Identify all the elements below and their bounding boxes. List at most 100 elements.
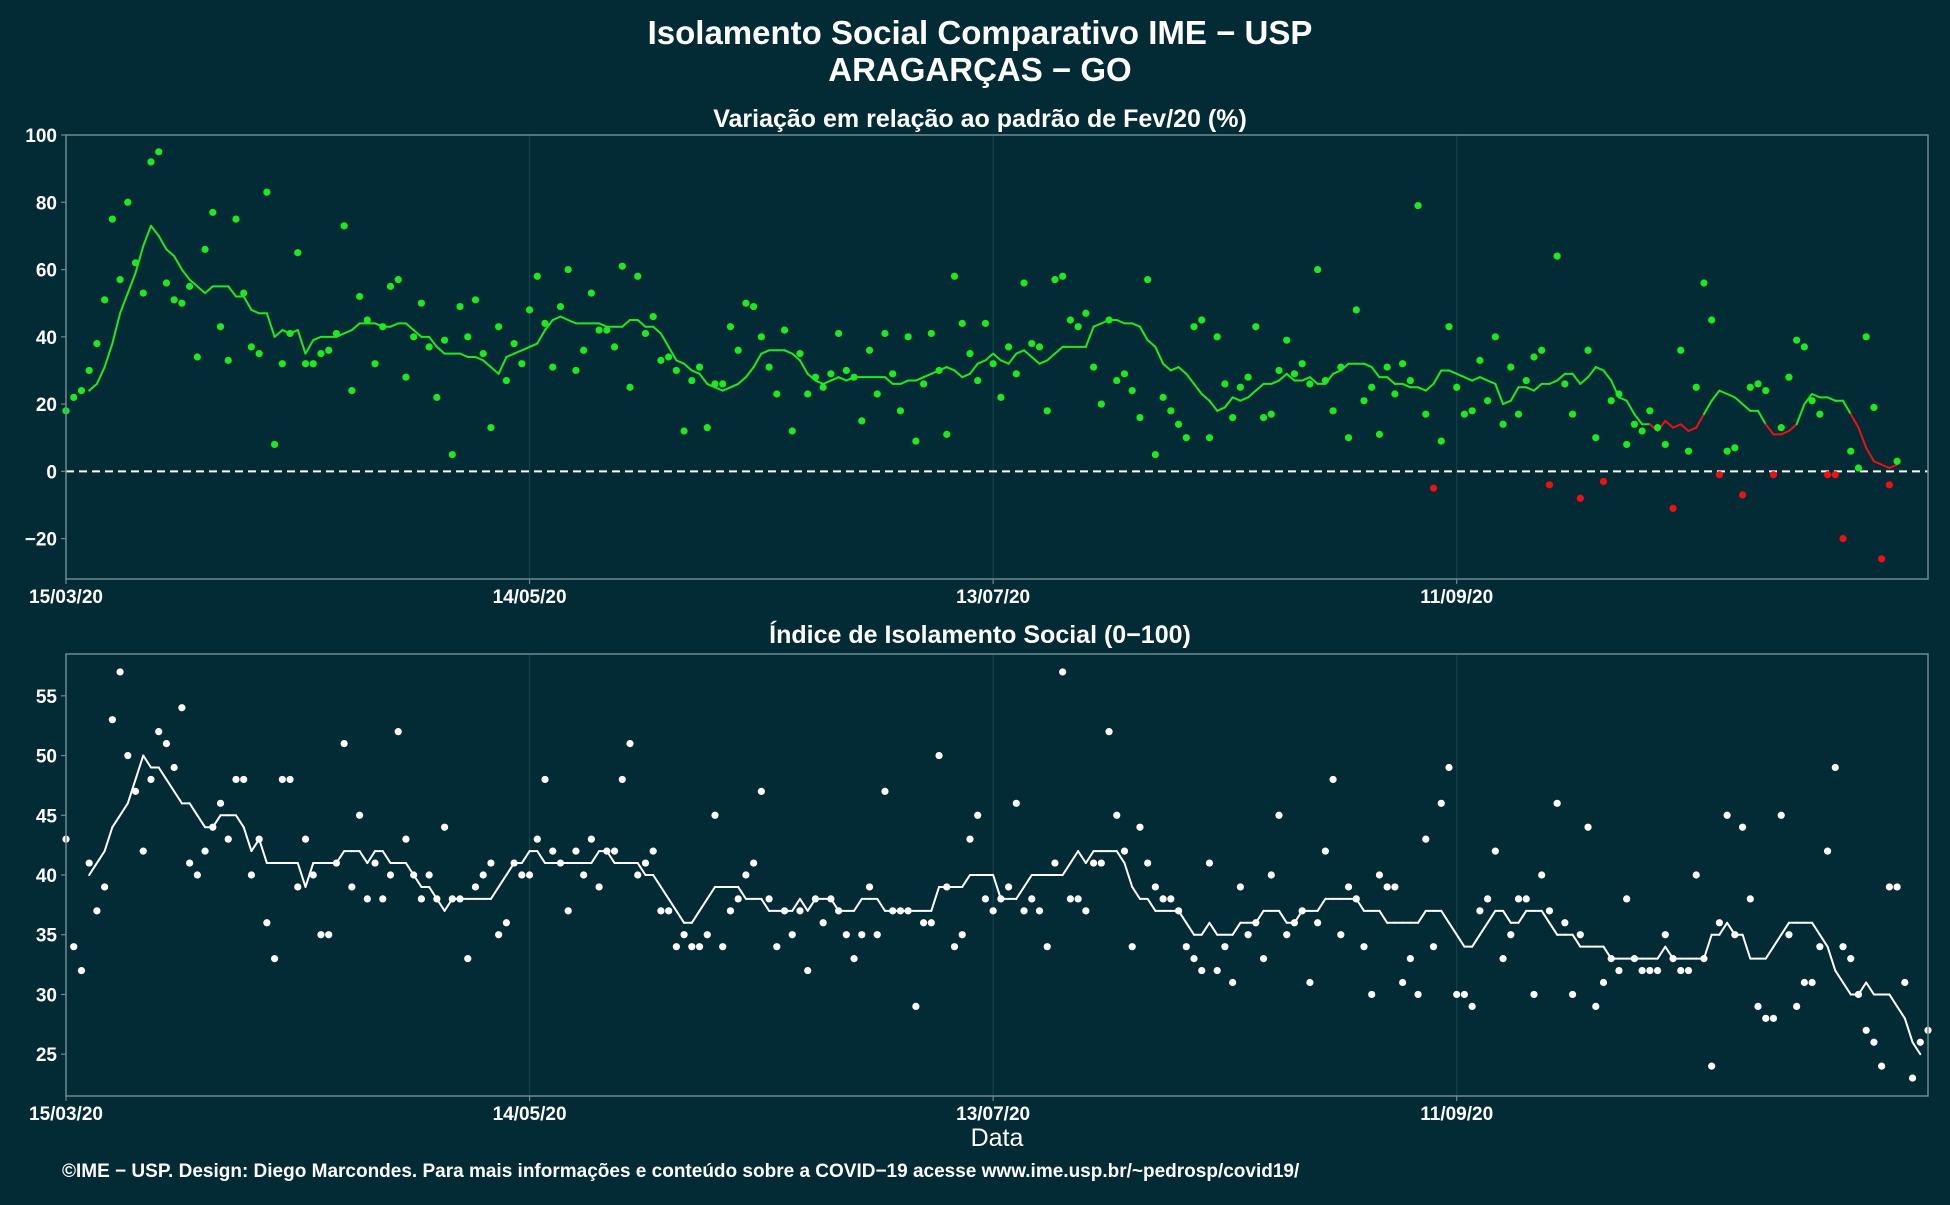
variation-data-point <box>1391 390 1399 398</box>
variation-panel-title: Variação em relação ao padrão de Fev/20 … <box>713 105 1247 133</box>
variation-moving-average-segment <box>1865 446 1875 463</box>
index-data-point <box>170 763 178 772</box>
index-data-point <box>1182 943 1190 951</box>
variation-data-point <box>1167 407 1175 415</box>
variation-data-point <box>943 430 951 438</box>
variation-data-point <box>348 387 356 395</box>
variation-data-point <box>139 289 147 297</box>
variation-moving-average-segment <box>1509 386 1520 402</box>
variation-data-point <box>1746 383 1754 391</box>
variation-moving-average-segment <box>1177 366 1188 375</box>
variation-moving-average-segment <box>173 255 183 271</box>
index-data-point <box>394 728 402 736</box>
variation-data-point <box>827 370 835 378</box>
variation-moving-average-segment <box>744 366 755 379</box>
index-data-point <box>695 943 704 951</box>
variation-moving-average-segment <box>829 376 840 382</box>
variation-data-point <box>587 289 595 297</box>
variation-data-point <box>394 276 402 284</box>
index-data-point <box>958 931 966 939</box>
index-data-point <box>1128 943 1136 951</box>
variation-data-point <box>533 272 541 280</box>
variation-moving-average-segment <box>536 329 547 345</box>
variation-moving-average-segment <box>1672 423 1682 429</box>
index-data-point <box>301 835 310 843</box>
index-data-point <box>1847 955 1855 963</box>
variation-moving-average-segment <box>103 342 114 369</box>
variation-moving-average-segment <box>1285 372 1296 382</box>
index-moving-average-segment <box>1818 933 1829 948</box>
index-moving-average-segment <box>1741 933 1752 960</box>
index-data-point <box>549 847 557 855</box>
index-moving-average-segment <box>1517 909 1528 924</box>
variation-data-point <box>1800 343 1808 351</box>
index-data-point <box>278 775 286 784</box>
variation-moving-average-segment <box>1154 345 1165 365</box>
index-data-point <box>1708 1062 1716 1070</box>
index-moving-average-segment <box>1084 850 1095 865</box>
index-moving-average-segment <box>652 874 662 888</box>
index-data-point <box>332 859 341 867</box>
variation-panel-border <box>65 134 1929 580</box>
variation-data-point <box>332 329 341 338</box>
variation-moving-average-segment <box>312 335 322 342</box>
variation-data-point <box>1314 265 1322 274</box>
index-data-point <box>448 895 456 903</box>
variation-y-tick-label: 80 <box>36 193 57 214</box>
variation-moving-average-segment <box>922 372 933 379</box>
figure-title: Isolamento Social Comparativo IME − USP <box>648 14 1313 51</box>
variation-data-point <box>1514 410 1523 418</box>
index-data-point <box>1229 978 1237 987</box>
index-data-point <box>1244 931 1252 939</box>
index-data-point <box>116 668 124 676</box>
variation-y-tick-label: 60 <box>36 261 57 282</box>
variation-x-tick-label: 15/03/20 <box>29 587 103 608</box>
index-moving-average-segment <box>1888 993 1899 1008</box>
variation-data-point <box>1885 481 1893 489</box>
index-moving-average-segment <box>1077 850 1087 865</box>
index-data-point <box>294 883 302 891</box>
variation-data-point <box>1599 477 1608 486</box>
index-data-point <box>896 907 905 915</box>
index-moving-average-segment <box>690 909 701 924</box>
index-moving-average-segment <box>520 850 531 865</box>
variation-data-point <box>1113 376 1121 385</box>
index-data-point <box>711 811 719 819</box>
variation-moving-average-segment <box>1857 426 1868 449</box>
variation-data-point <box>355 292 364 301</box>
variation-data-point <box>193 353 201 361</box>
index-moving-average-segment <box>142 754 152 769</box>
index-data-point <box>77 966 86 975</box>
variation-moving-average-segment <box>968 362 979 375</box>
variation-data-point <box>108 215 116 223</box>
index-data-point <box>139 847 147 855</box>
variation-data-point <box>1669 504 1677 512</box>
variation-data-point <box>1074 323 1082 331</box>
index-data-point <box>1383 883 1391 891</box>
variation-data-point <box>804 390 812 398</box>
index-data-point <box>1352 895 1360 903</box>
index-data-point <box>1213 966 1221 975</box>
index-data-point <box>355 811 364 819</box>
variation-moving-average-segment <box>497 356 508 375</box>
variation-data-point <box>1198 316 1206 324</box>
variation-moving-average-segment <box>984 352 995 362</box>
variation-data-point <box>116 276 124 284</box>
index-data-point <box>1275 811 1283 819</box>
variation-moving-average-segment <box>435 345 446 355</box>
index-data-point <box>456 895 464 903</box>
variation-x-tick-label: 13/07/20 <box>956 587 1030 608</box>
variation-data-point <box>77 387 86 395</box>
index-moving-average-segment <box>1455 933 1466 948</box>
variation-data-point <box>201 245 209 253</box>
index-moving-average-segment <box>95 850 106 865</box>
index-moving-average-segment <box>961 874 971 888</box>
variation-data-point <box>1267 410 1275 418</box>
variation-data-point <box>850 373 858 381</box>
variation-data-point <box>641 329 650 338</box>
variation-data-point <box>1576 494 1584 502</box>
index-moving-average-segment <box>1200 921 1211 936</box>
index-moving-average-segment <box>590 850 601 865</box>
index-data-point <box>564 907 572 915</box>
variation-moving-average-segment <box>1455 372 1466 379</box>
